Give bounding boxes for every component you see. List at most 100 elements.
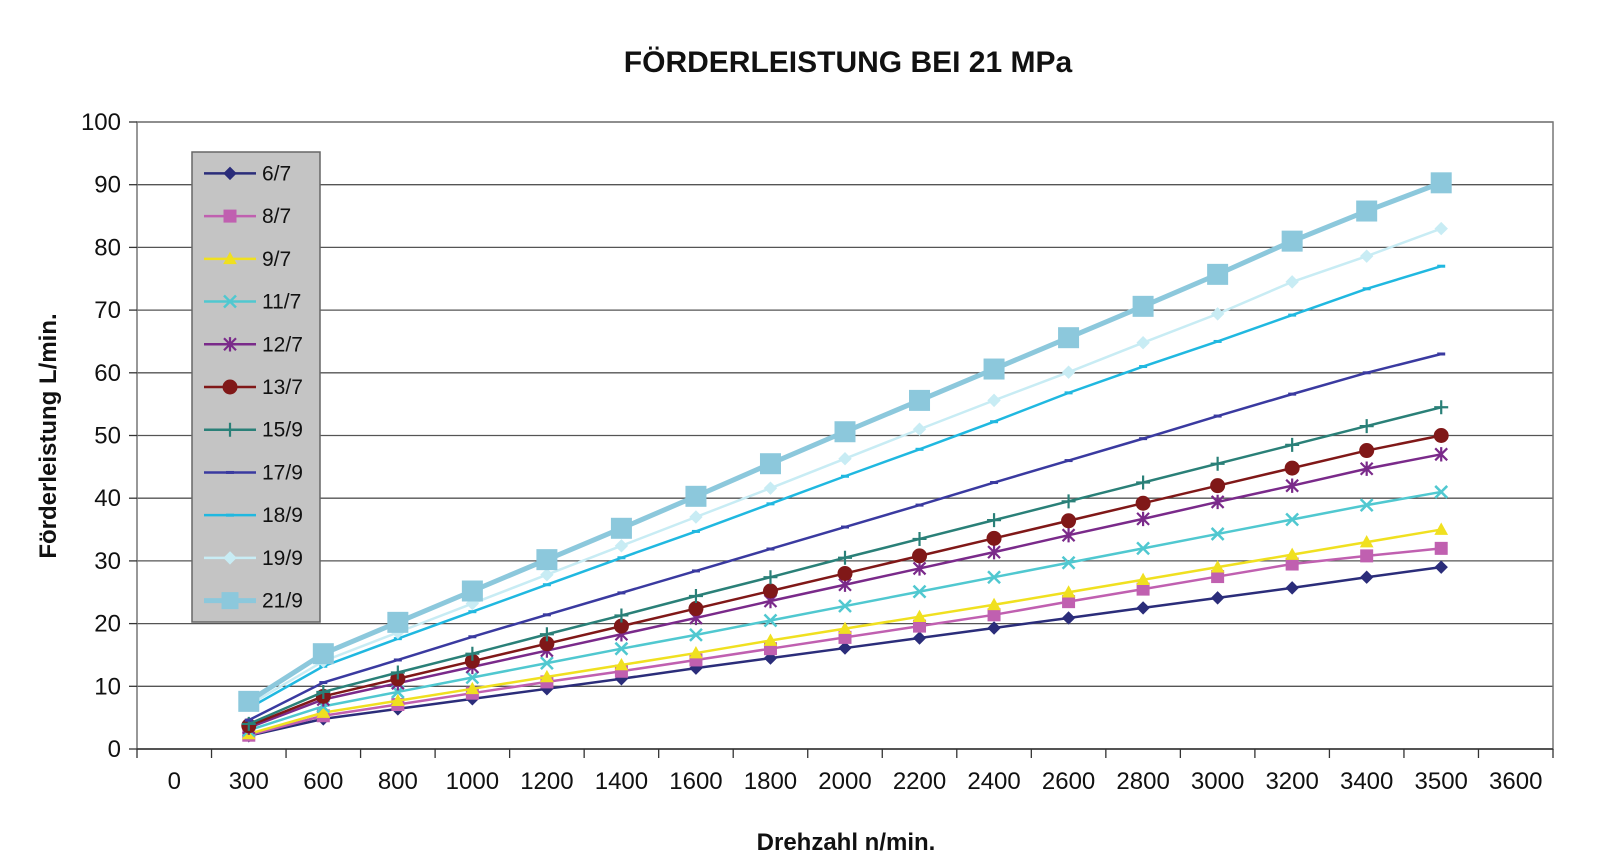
data-point xyxy=(1285,478,1299,493)
data-point xyxy=(1061,555,1076,570)
data-point xyxy=(1359,419,1374,434)
data-point xyxy=(838,550,852,565)
data-point xyxy=(1359,443,1375,459)
y-tick-label: 10 xyxy=(94,673,121,700)
data-point xyxy=(691,569,700,573)
data-point xyxy=(1061,527,1076,543)
x-tick-label: 1800 xyxy=(744,768,797,795)
legend-label: 13/7 xyxy=(262,376,303,399)
data-point xyxy=(841,525,849,529)
data-point xyxy=(987,513,1002,528)
data-point xyxy=(614,608,629,623)
data-point xyxy=(763,481,778,495)
data-point xyxy=(244,718,253,722)
data-point xyxy=(986,530,1002,546)
data-point xyxy=(1139,365,1148,369)
x-tick-label: 2800 xyxy=(1116,768,1169,795)
data-point xyxy=(912,561,927,576)
data-point xyxy=(1207,263,1229,285)
data-point xyxy=(837,565,853,581)
data-point xyxy=(1064,391,1073,395)
data-point xyxy=(1437,264,1446,268)
data-point xyxy=(689,628,703,642)
data-point xyxy=(617,556,626,560)
series-9-7 xyxy=(241,522,1449,740)
data-point xyxy=(1359,535,1374,548)
y-tick-label: 70 xyxy=(94,297,121,324)
x-tick-label: 2600 xyxy=(1042,768,1095,795)
data-point xyxy=(1362,371,1371,375)
data-point xyxy=(1285,275,1299,289)
data-point xyxy=(540,656,554,670)
data-point xyxy=(691,529,700,533)
data-point xyxy=(912,422,927,436)
data-point xyxy=(316,705,331,718)
data-point xyxy=(759,453,781,475)
data-point xyxy=(763,570,778,585)
legend-item: 17/9 xyxy=(204,461,303,484)
x-tick-label: 0 xyxy=(168,768,181,795)
data-point xyxy=(468,635,477,639)
y-tick-label: 50 xyxy=(94,423,121,450)
data-point xyxy=(838,621,852,634)
x-tick-label: 800 xyxy=(378,768,418,795)
y-tick-label: 100 xyxy=(81,109,121,136)
data-point xyxy=(838,451,852,466)
data-point xyxy=(912,609,927,623)
data-point xyxy=(834,421,856,443)
legend-label: 12/7 xyxy=(262,333,303,356)
data-point xyxy=(1434,560,1448,574)
x-axis-title: Drehzahl n/min. xyxy=(757,829,936,856)
data-point xyxy=(1213,339,1222,343)
data-point xyxy=(689,510,703,524)
x-tick-label: 3600 xyxy=(1489,768,1542,795)
data-point xyxy=(221,592,239,610)
data-point xyxy=(1360,549,1374,563)
data-point xyxy=(617,591,626,595)
data-point xyxy=(912,548,928,564)
x-tick-label: 1600 xyxy=(669,768,722,795)
data-point xyxy=(540,567,554,582)
data-point xyxy=(1434,447,1448,462)
data-point xyxy=(915,503,924,507)
data-point xyxy=(465,681,480,695)
data-point xyxy=(1210,456,1225,471)
legend-item: 18/9 xyxy=(204,504,303,527)
x-tick-label: 2200 xyxy=(893,768,946,795)
series-19-9 xyxy=(242,221,1448,712)
y-tick-label: 60 xyxy=(94,360,121,387)
data-point xyxy=(223,251,237,265)
data-point xyxy=(1434,522,1449,535)
series-13-7 xyxy=(241,428,1449,734)
x-tick-label: 3000 xyxy=(1191,768,1244,795)
data-point xyxy=(1061,585,1076,598)
data-point xyxy=(990,420,999,424)
y-tick-label: 20 xyxy=(94,611,121,638)
data-point xyxy=(223,337,237,352)
legend-item: 15/9 xyxy=(204,419,303,442)
data-point xyxy=(766,547,775,551)
data-point xyxy=(387,611,409,633)
legend-label: 8/7 xyxy=(262,205,291,228)
series-21-9 xyxy=(238,172,1452,712)
data-point xyxy=(1288,313,1297,317)
data-point xyxy=(1430,172,1452,194)
data-point xyxy=(1064,459,1073,463)
y-tick-label: 90 xyxy=(94,172,121,199)
data-point xyxy=(1139,437,1148,441)
data-point xyxy=(1433,428,1449,443)
data-point xyxy=(1437,352,1446,356)
data-point xyxy=(1136,541,1150,556)
legend-item: 21/9 xyxy=(204,590,303,613)
data-point xyxy=(987,597,1001,611)
data-point xyxy=(689,646,703,659)
data-point xyxy=(912,631,927,645)
data-point xyxy=(1136,601,1150,615)
data-point xyxy=(1061,365,1076,379)
legend-label: 11/7 xyxy=(262,291,301,314)
data-point xyxy=(1210,307,1225,321)
data-point xyxy=(1362,287,1371,291)
data-point xyxy=(1356,200,1378,222)
data-point xyxy=(1136,475,1151,490)
data-point xyxy=(226,470,234,474)
